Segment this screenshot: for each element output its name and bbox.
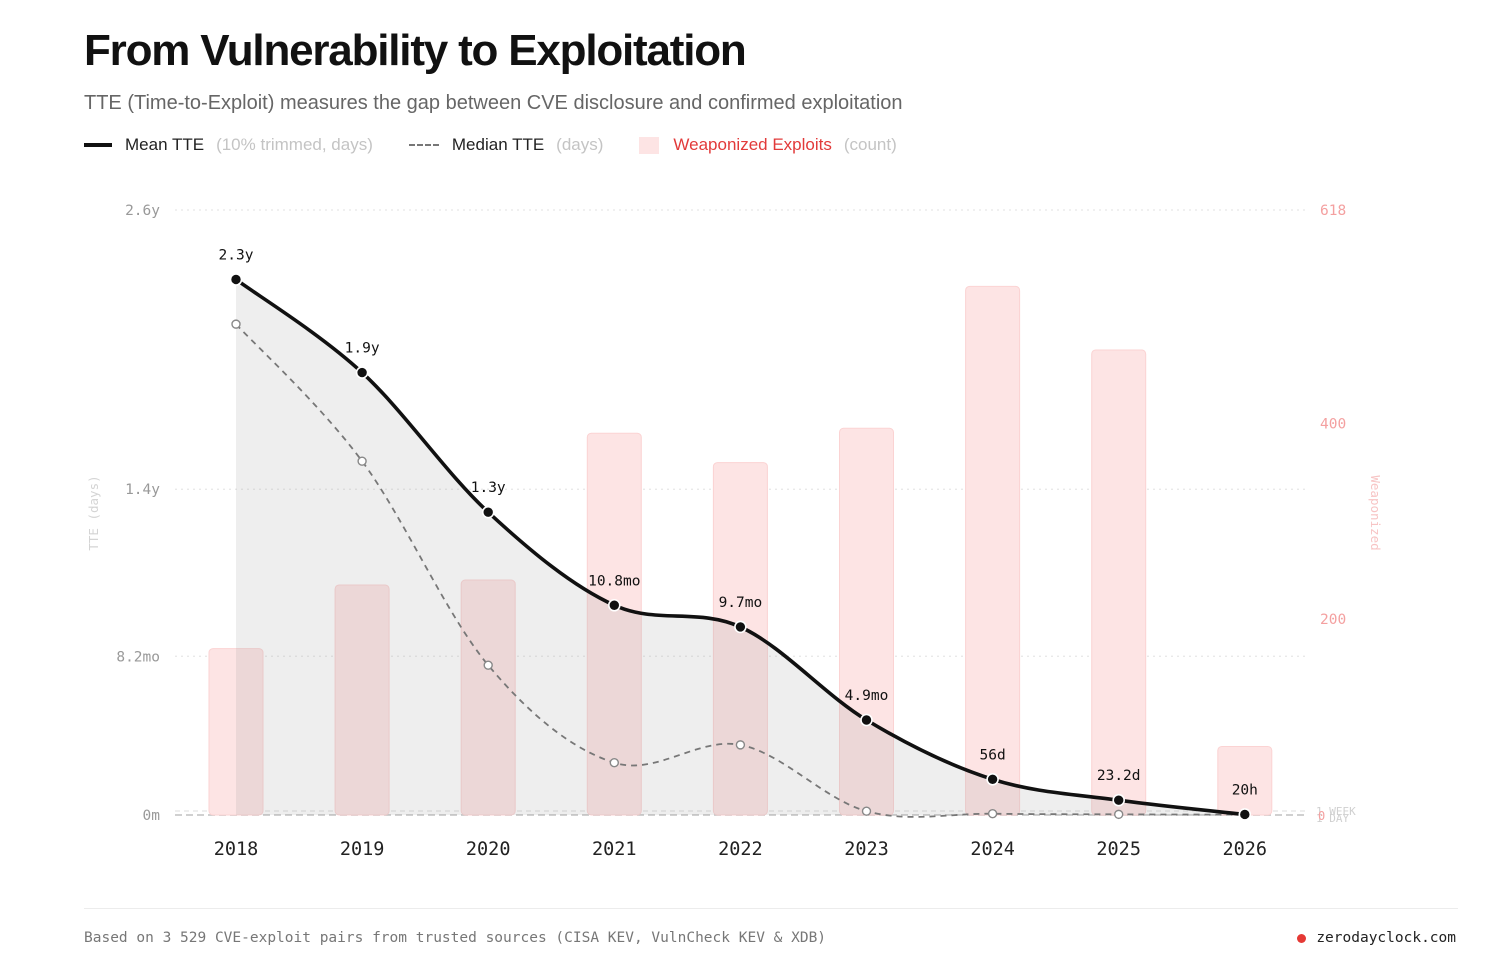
bar-weaponized-2025: [1091, 349, 1147, 816]
x-tick-label-2021: 2021: [592, 839, 637, 860]
x-tick-label-2022: 2022: [718, 839, 763, 860]
mean-data-label-2023: 4.9mo: [845, 688, 889, 704]
mean-point-2023: [860, 713, 873, 727]
median-point-2019: [357, 456, 367, 466]
brand-dot-icon: [1297, 933, 1307, 943]
mean-data-label-2020: 1.3y: [471, 480, 506, 496]
mean-area: [236, 279, 1245, 816]
median-point-2018: [231, 319, 241, 329]
legend-mean-tte[interactable]: Mean TTE (10% trimmed, days): [84, 135, 373, 155]
mean-data-label-2026: 20h: [1232, 782, 1258, 798]
legend-bars-unit: (count): [843, 135, 897, 154]
y-right-axis-title: Weaponized: [1368, 475, 1383, 550]
chart-title: From Vulnerability to Exploitation: [84, 26, 747, 75]
mean-point-2019: [355, 366, 369, 379]
mean-point-2026: [1238, 808, 1252, 821]
mean-data-label-2024: 56d: [979, 747, 1005, 763]
ref-label-day: 1 DAY: [1316, 812, 1349, 825]
median-point-2025: [1113, 809, 1124, 820]
legend-bars-name: Weaponized Exploits: [673, 135, 832, 154]
bar-weaponized-2022: [712, 462, 768, 816]
mean-point-2018: [229, 273, 243, 286]
brand-name: zerodayclock.com: [1316, 930, 1456, 946]
y-left-tick-label: 2.6y: [125, 203, 160, 219]
y-left-tick-label: 0m: [143, 808, 161, 824]
legend-bars-swatch: [639, 136, 660, 154]
median-point-2023: [861, 806, 872, 816]
x-tick-label-2023: 2023: [844, 839, 889, 860]
x-tick-label-2025: 2025: [1096, 839, 1141, 860]
legend-median-unit: (days): [556, 135, 604, 154]
mean-data-label-2019: 1.9y: [345, 341, 380, 357]
bar-weaponized-2026: [1217, 745, 1273, 816]
median-tte-line: [235, 323, 1245, 818]
legend-mean-unit: (10% trimmed, days): [216, 135, 373, 154]
brand[interactable]: zerodayclock.com: [1297, 930, 1456, 946]
y-left-tick-label: 8.2mo: [116, 649, 160, 665]
median-point-2022: [735, 740, 746, 750]
median-point-2021: [609, 758, 619, 768]
mean-point-2020: [481, 505, 495, 519]
y-right-tick-label: 400: [1320, 416, 1346, 432]
x-tick-label-2024: 2024: [970, 839, 1015, 860]
x-tick-label-2026: 2026: [1223, 839, 1268, 860]
bar-weaponized-2019: [334, 584, 390, 816]
footer-note: Based on 3 529 CVE-exploit pairs from tr…: [84, 930, 827, 946]
bar-weaponized-2018: [208, 648, 264, 816]
mean-point-2025: [1112, 793, 1125, 807]
x-tick-label-2018: 2018: [214, 839, 259, 860]
mean-point-2021: [607, 598, 621, 612]
y-right-tick-label: 0: [1318, 809, 1325, 823]
legend-median-name: Median TTE: [451, 135, 545, 154]
legend-weaponized[interactable]: Weaponized Exploits (count): [639, 135, 897, 155]
y-right-tick-label: 618: [1320, 203, 1346, 219]
median-point-2024: [987, 809, 998, 819]
legend: Mean TTE (10% trimmed, days) Median TTE …: [84, 134, 933, 156]
y-right-tick-label: 200: [1320, 612, 1346, 628]
chart-subtitle: TTE (Time-to-Exploit) measures the gap b…: [84, 92, 903, 114]
median-point-2020: [483, 660, 493, 670]
mean-point-2022: [734, 620, 747, 634]
tte-chart: 0m 8.2mo 1.4y 2.6y 200 400 618 TTE (days) Weapon…: [86, 203, 1383, 860]
legend-median-swatch: [408, 144, 439, 146]
x-tick-label-2019: 2019: [340, 839, 385, 860]
footer-divider: [84, 908, 1458, 909]
y-left-axis-title: TTE (days): [86, 475, 101, 550]
mean-data-label-2022: 9.7mo: [719, 595, 763, 611]
mean-data-label-2018: 2.3y: [219, 247, 254, 263]
ref-label-week: 1 WEEK: [1316, 805, 1356, 818]
legend-mean-name: Mean TTE: [125, 135, 205, 154]
legend-mean-swatch: [84, 143, 112, 147]
mean-data-label-2021: 10.8mo: [588, 573, 640, 589]
mean-data-label-2025: 23.2d: [1097, 768, 1141, 784]
legend-median-tte[interactable]: Median TTE (days): [408, 135, 604, 155]
bar-weaponized-2024: [965, 285, 1021, 816]
bar-weaponized-2020: [460, 579, 516, 816]
bar-weaponized-2021: [586, 432, 642, 816]
y-left-tick-label: 1.4y: [125, 482, 160, 498]
mean-point-2024: [986, 772, 999, 786]
x-tick-label-2020: 2020: [466, 839, 511, 860]
